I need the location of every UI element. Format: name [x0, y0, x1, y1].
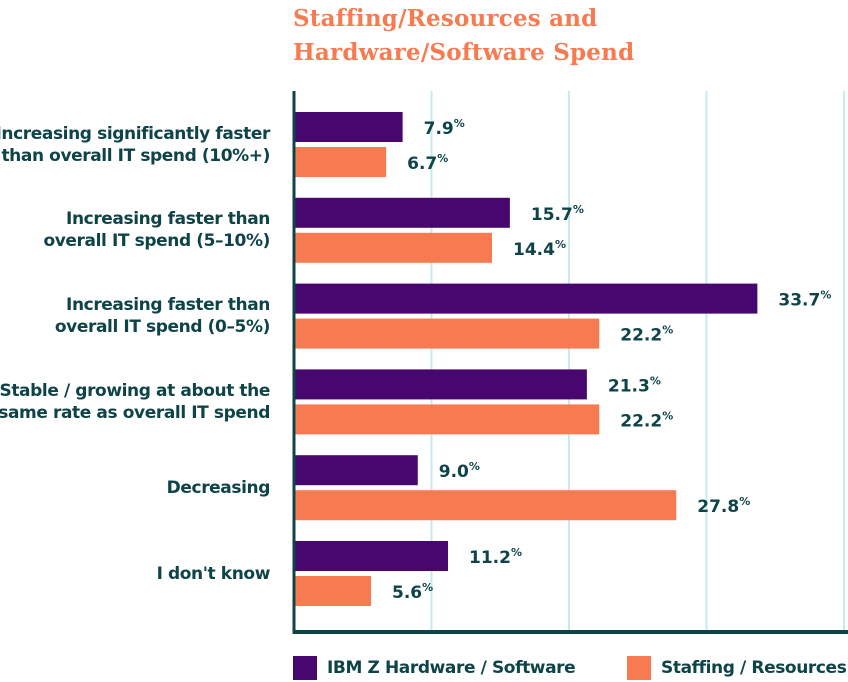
value-percent-sign: % — [573, 203, 584, 216]
value-number: 33.7 — [778, 291, 820, 311]
bar-ibm-z — [294, 197, 510, 228]
chart-title-line-2: Hardware/Software Spend — [293, 39, 635, 66]
value-percent-sign: % — [739, 495, 750, 508]
category-label: Stable / growing at about the same rate a… — [0, 380, 270, 424]
value-percent-sign: % — [511, 546, 522, 559]
value-percent-sign: % — [555, 238, 566, 251]
category-label-line: Increasing faster than — [66, 295, 270, 316]
bar-ibm-z — [294, 455, 418, 486]
value-label: 33.7% — [778, 289, 831, 311]
bar-ibm-z — [294, 541, 448, 571]
legend-label-staffing: Staffing / Resources — [661, 658, 847, 678]
value-percent-sign: % — [469, 460, 480, 473]
category-label-line: overall IT spend (5–10%) — [43, 231, 270, 252]
category-label: I don't know — [0, 563, 271, 585]
category-label-line: Increasing faster than — [66, 209, 270, 230]
bar-ibm-z — [294, 112, 403, 142]
value-percent-sign: % — [662, 409, 673, 422]
value-percent-sign: % — [662, 324, 673, 337]
bar-staffing — [294, 232, 492, 263]
value-label: 22.2% — [620, 409, 673, 431]
legend-swatch-ibm-z — [293, 656, 317, 680]
chart-title-line-1: Staffing/Resources and — [293, 5, 598, 32]
legend-item-staffing: Staffing / Resources — [627, 654, 847, 682]
value-number: 7.9 — [424, 119, 454, 139]
category-label-line: Increasing significantly faster — [0, 123, 270, 144]
value-number: 27.8 — [697, 497, 739, 517]
bar-staffing — [294, 147, 387, 177]
value-label: 15.7% — [531, 203, 584, 225]
legend-item-ibm-z: IBM Z Hardware / Software — [293, 654, 576, 682]
value-percent-sign: % — [650, 374, 661, 387]
value-number: 9.0 — [439, 462, 469, 482]
value-percent-sign: % — [422, 581, 433, 594]
value-label: 11.2% — [469, 546, 522, 568]
bar-staffing — [294, 318, 600, 349]
category-label-line: I don't know — [156, 563, 271, 584]
bar-ibm-z — [294, 283, 758, 314]
category-label: Increasing significantly faster than over… — [0, 123, 270, 167]
category-label-line: same rate as overall IT spend — [0, 402, 270, 423]
bar-staffing — [294, 404, 600, 435]
value-number: 11.2 — [469, 548, 511, 568]
category-label: Increasing faster than overall IT spend (… — [0, 294, 271, 338]
category-label: Decreasing — [0, 477, 271, 499]
value-label: 7.9% — [424, 117, 465, 139]
value-percent-sign: % — [820, 289, 831, 302]
value-number: 22.2 — [620, 326, 662, 346]
bar-staffing — [294, 490, 677, 521]
value-percent-sign: % — [437, 152, 448, 165]
value-label: 5.6% — [392, 581, 433, 603]
category-label-line: Decreasing — [166, 477, 271, 498]
value-number: 6.7 — [407, 154, 437, 174]
bar-ibm-z — [294, 369, 587, 400]
value-label: 21.3% — [608, 374, 661, 396]
category-label-line: than overall IT spend (10%+) — [1, 145, 270, 166]
category-label: Increasing faster than overall IT spend (… — [0, 208, 270, 252]
value-label: 9.0% — [439, 460, 480, 482]
value-label: 6.7% — [407, 152, 448, 174]
chart-title: Staffing/Resources and Hardware/Software… — [293, 2, 813, 70]
value-number: 15.7 — [531, 205, 573, 225]
value-label: 14.4% — [513, 238, 566, 260]
legend-label-ibm-z: IBM Z Hardware / Software — [327, 658, 576, 678]
bar-staffing — [294, 576, 371, 606]
value-number: 14.4 — [513, 240, 555, 260]
value-number: 21.3 — [608, 376, 650, 396]
category-label-line: Stable / growing at about the — [0, 380, 270, 401]
value-label: 27.8% — [697, 495, 750, 517]
value-number: 22.2 — [620, 411, 662, 431]
value-label: 22.2% — [620, 324, 673, 346]
legend-swatch-staffing — [627, 656, 651, 680]
value-percent-sign: % — [454, 117, 465, 130]
value-number: 5.6 — [392, 583, 422, 603]
category-label-line: overall IT spend (0–5%) — [54, 317, 271, 338]
